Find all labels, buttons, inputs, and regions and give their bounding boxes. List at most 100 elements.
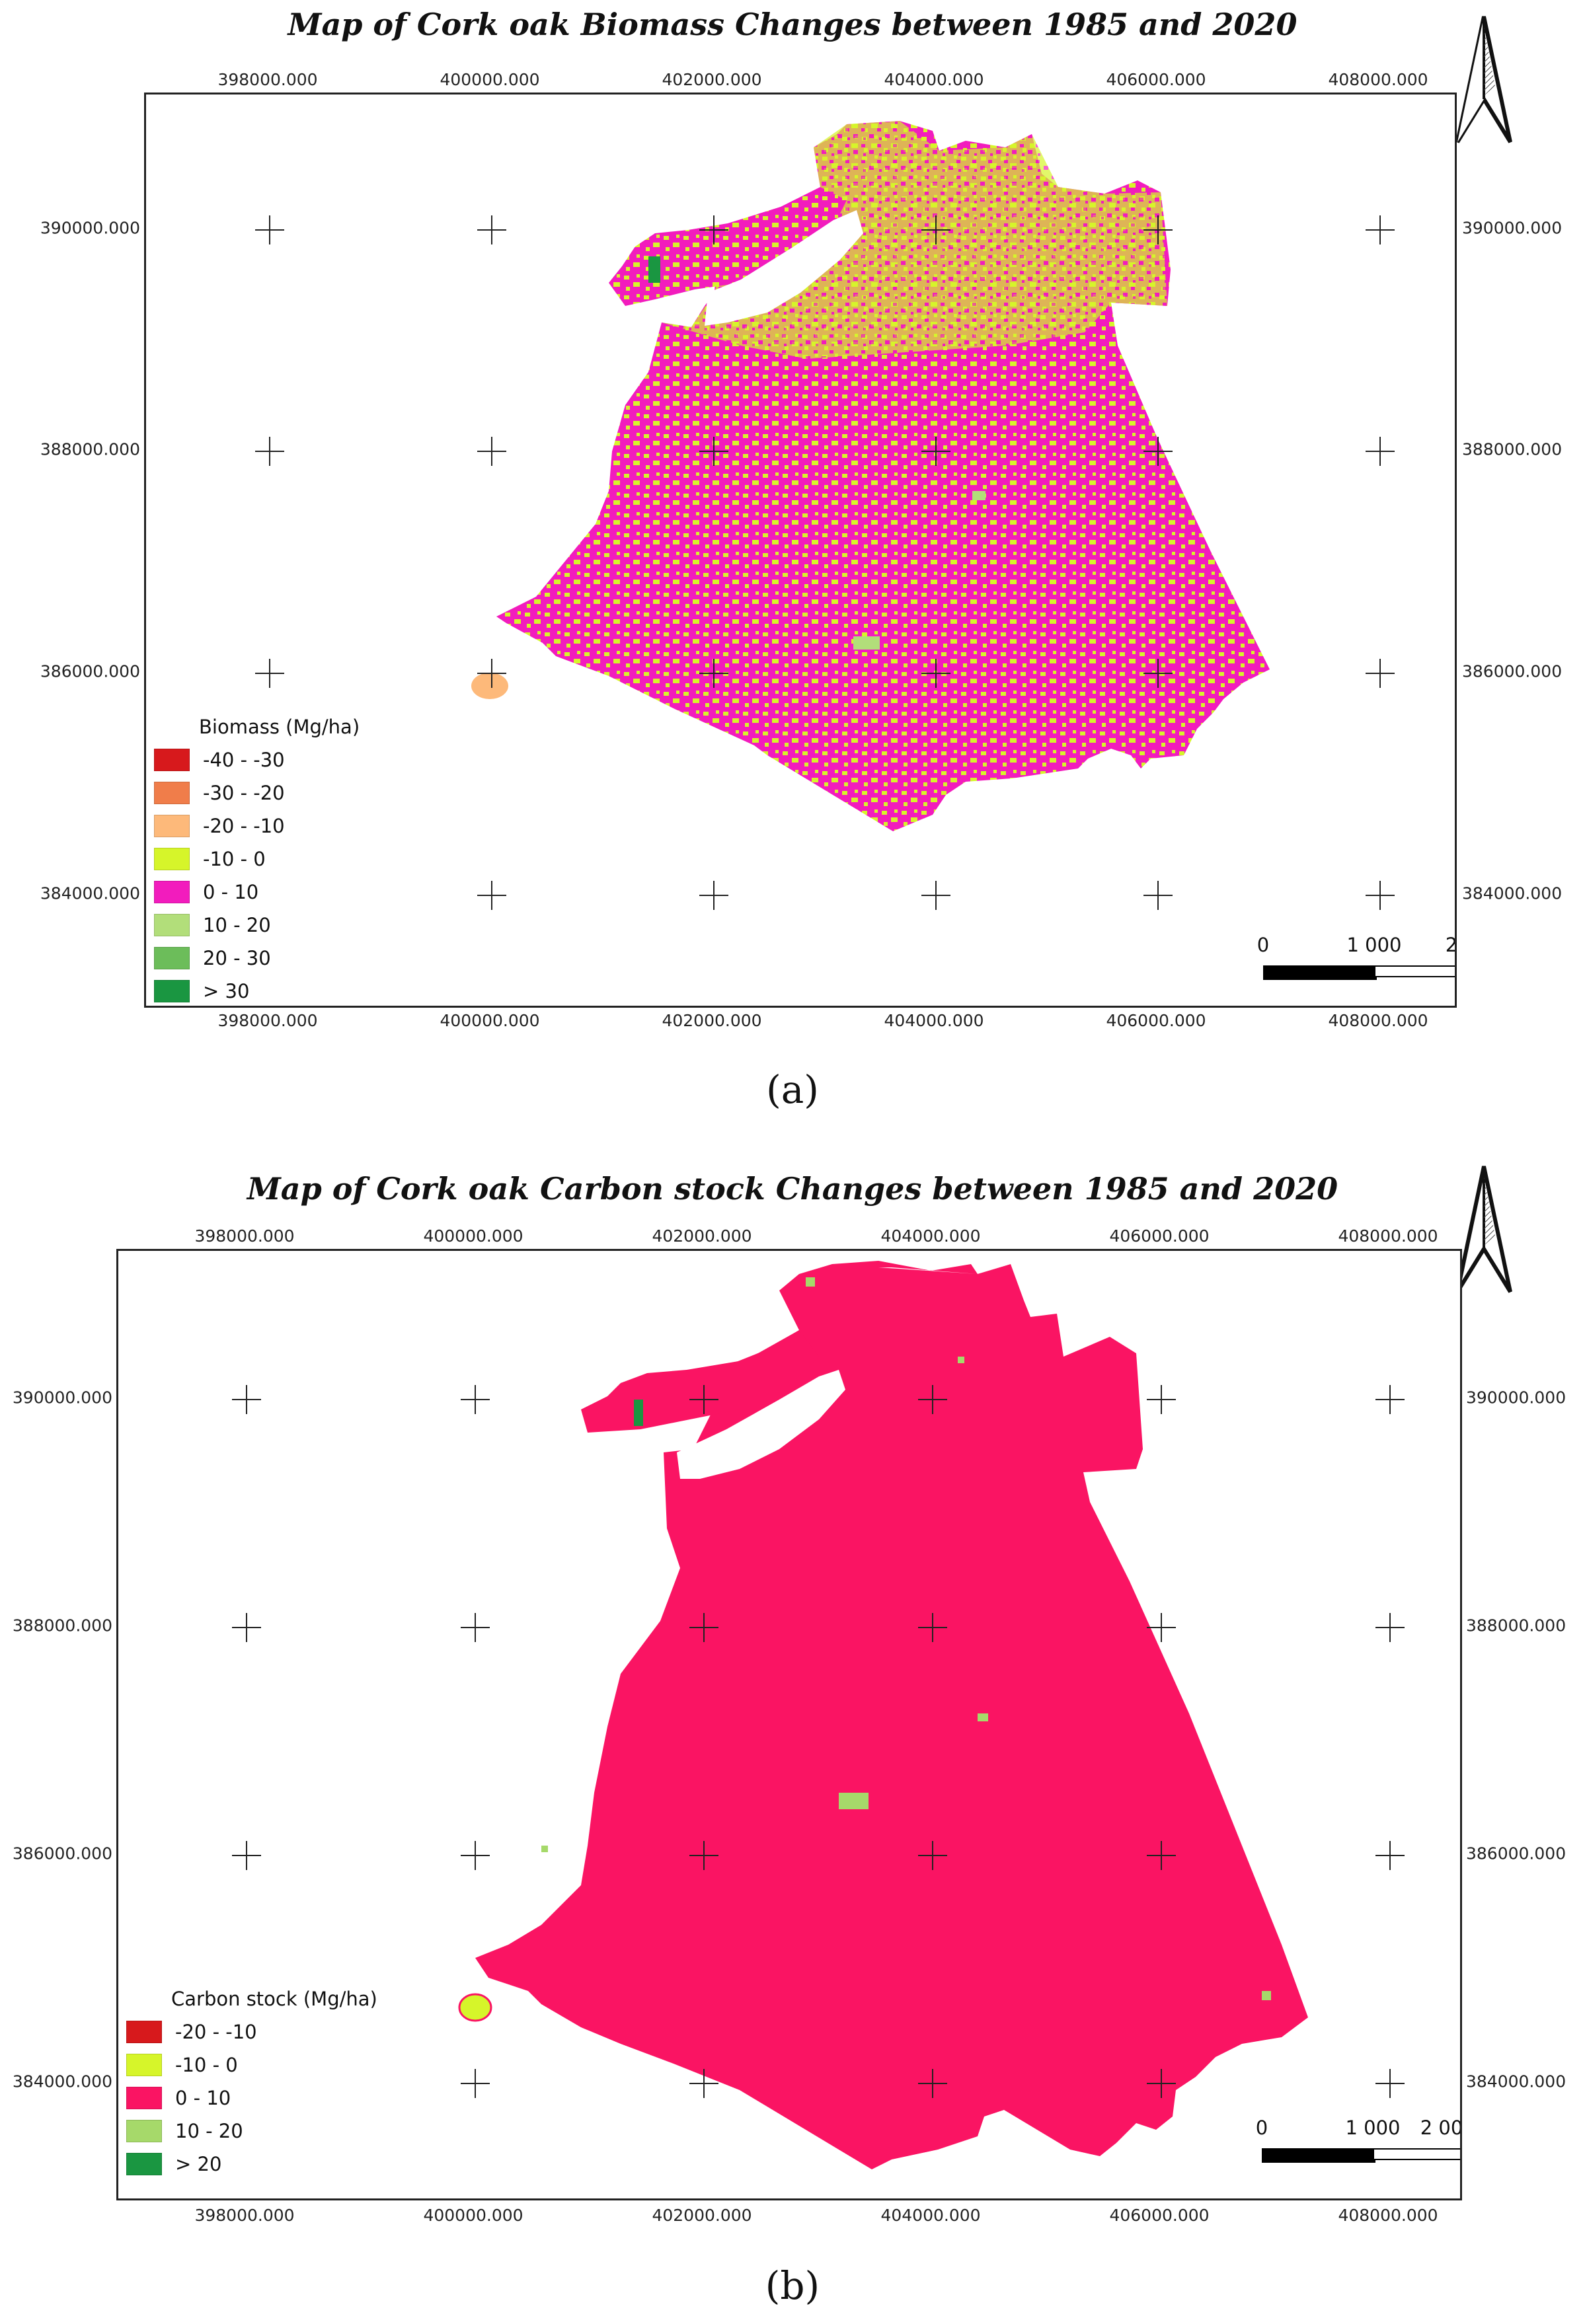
grid-cross — [461, 2069, 490, 2098]
scale-label: 0 — [1256, 934, 1270, 956]
legend-swatch — [154, 881, 190, 903]
grid-cross — [255, 215, 284, 244]
y-tick-label: 388000.000 — [1466, 1616, 1566, 1635]
scale-label: 2 000 m — [1445, 934, 1457, 956]
y-tick-label: 384000.000 — [1462, 883, 1563, 903]
map-frame: Biomass (Mg/ha) -40 - -30 -30 - -20 -20 … — [144, 93, 1457, 1008]
x-tick-label: 400000.000 — [440, 70, 540, 89]
carbon-region — [475, 1261, 1308, 2169]
grid-cross — [1147, 2069, 1176, 2098]
scale-label: 1 000 — [1345, 2117, 1401, 2139]
scale-label: 2 000 m — [1420, 2117, 1462, 2139]
grid-cross — [699, 659, 728, 688]
scale-bar: 0 1 000 2 000 m — [1256, 2117, 1462, 2169]
y-tick-label: 390000.000 — [1462, 218, 1563, 238]
legend-label: -30 - -20 — [203, 782, 285, 804]
grid-cross — [232, 1385, 261, 1414]
grid-cross — [699, 215, 728, 244]
grid-cross — [1375, 1613, 1405, 1642]
grid-cross — [699, 437, 728, 466]
map-frame: Carbon stock (Mg/ha) -20 - -10 -10 - 0 0… — [116, 1249, 1462, 2200]
grid-cross — [918, 1841, 947, 1870]
grid-cross — [918, 1613, 947, 1642]
y-tick-label: 390000.000 — [40, 218, 140, 238]
legend-swatch — [154, 749, 190, 771]
grid-cross — [1147, 1613, 1176, 1642]
grid-cross — [255, 437, 284, 466]
legend-title: Biomass (Mg/ha) — [199, 716, 360, 738]
grid-cross — [921, 437, 950, 466]
scale-bar: 0 1 000 2 000 m — [1257, 934, 1457, 987]
grid-cross — [1147, 1385, 1176, 1414]
grid-cross — [1366, 881, 1395, 910]
x-tick-label: 400000.000 — [423, 2206, 523, 2225]
study-area-map — [471, 121, 1270, 831]
x-tick-label: 404000.000 — [884, 1011, 984, 1030]
y-tick-label: 384000.000 — [40, 883, 140, 903]
grid-cross — [921, 215, 950, 244]
x-tick-label: 404000.000 — [880, 1226, 981, 1246]
x-tick-label: 404000.000 — [880, 2206, 981, 2225]
legend-label: -40 - -30 — [203, 749, 285, 771]
legend-item: > 30 — [154, 975, 360, 1006]
grid-cross — [918, 1385, 947, 1414]
legend-label: 10 - 20 — [203, 914, 271, 936]
panel-label: (b) — [765, 2263, 820, 2308]
legend-item: > 20 — [126, 2148, 377, 2181]
legend-label: -20 - -10 — [203, 815, 285, 837]
legend-swatch — [154, 782, 190, 804]
scale-segment — [1373, 2148, 1460, 2160]
legend-label: > 30 — [203, 980, 250, 1002]
x-tick-label: 408000.000 — [1338, 1226, 1438, 1246]
map-title: Map of Cork oak Biomass Changes between … — [288, 7, 1297, 42]
grid-cross — [921, 659, 950, 688]
y-tick-label: 386000.000 — [1462, 661, 1563, 681]
legend-label: -10 - 0 — [175, 2054, 238, 2076]
map-title: Map of Cork oak Carbon stock Changes bet… — [247, 1171, 1338, 1207]
grid-cross — [918, 2069, 947, 2098]
grid-cross — [477, 215, 506, 244]
x-tick-label: 400000.000 — [440, 1011, 540, 1030]
grid-cross — [461, 1613, 490, 1642]
x-tick-label: 408000.000 — [1328, 70, 1428, 89]
legend-label: 0 - 10 — [203, 881, 259, 903]
north-arrow-icon — [1455, 1166, 1512, 1293]
x-tick-label: 406000.000 — [1106, 70, 1206, 89]
grid-cross — [921, 881, 950, 910]
scale-segment — [1374, 965, 1455, 977]
grid-cross — [689, 1841, 718, 1870]
x-tick-label: 398000.000 — [194, 1226, 295, 1246]
map-legend: Carbon stock (Mg/ha) -20 - -10 -10 - 0 0… — [126, 1988, 377, 2181]
grid-cross — [689, 2069, 718, 2098]
x-tick-label: 408000.000 — [1338, 2206, 1438, 2225]
study-area-map — [458, 1261, 1308, 2169]
scale-label: 1 000 — [1346, 934, 1402, 956]
grid-cross — [699, 881, 728, 910]
x-tick-label: 406000.000 — [1106, 1011, 1206, 1030]
x-tick-label: 402000.000 — [652, 2206, 752, 2225]
legend-label: > 20 — [175, 2153, 222, 2175]
x-tick-label: 404000.000 — [884, 70, 984, 89]
grid-cross — [1366, 437, 1395, 466]
x-tick-label: 398000.000 — [217, 1011, 318, 1030]
legend-label: 0 - 10 — [175, 2087, 231, 2109]
grid-cross — [255, 659, 284, 688]
legend-item: -20 - -10 — [126, 2015, 377, 2048]
y-tick-label: 386000.000 — [1466, 1844, 1566, 1863]
grid-cross — [1375, 1385, 1405, 1414]
y-tick-label: 386000.000 — [40, 661, 140, 681]
legend-swatch — [126, 2120, 162, 2142]
legend-swatch — [154, 980, 190, 1002]
legend-item: -30 - -20 — [154, 776, 360, 809]
y-tick-label: 390000.000 — [12, 1388, 112, 1407]
grid-cross — [232, 1613, 261, 1642]
map-legend: Biomass (Mg/ha) -40 - -30 -30 - -20 -20 … — [154, 716, 360, 1006]
y-tick-label: 390000.000 — [1466, 1388, 1566, 1407]
y-tick-label: 386000.000 — [12, 1844, 112, 1863]
grid-cross — [1143, 437, 1173, 466]
legend-label: -10 - 0 — [203, 848, 266, 870]
grid-cross — [1143, 215, 1173, 244]
y-tick-label: 388000.000 — [1462, 439, 1563, 459]
legend-item: 20 - 30 — [154, 942, 360, 975]
x-tick-label: 402000.000 — [662, 70, 762, 89]
